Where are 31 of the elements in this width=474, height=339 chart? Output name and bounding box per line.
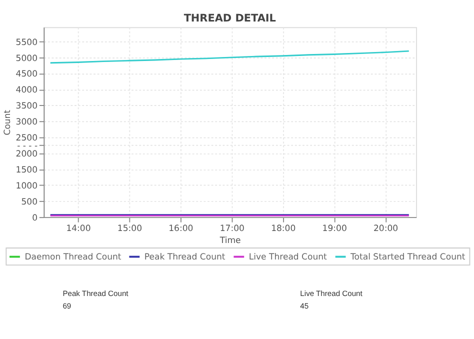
- y-tick-label: 500: [21, 197, 38, 208]
- legend-label: Daemon Thread Count: [24, 252, 122, 263]
- line-series: [50, 50, 410, 64]
- y-tick-label: 2000: [16, 150, 38, 160]
- text: Peak Thread Count: [62, 288, 130, 298]
- x-tick-label: 15:00: [117, 224, 142, 234]
- y-tick-label: 1500: [16, 166, 38, 176]
- y-tick-label: 5500: [16, 38, 38, 48]
- legend-label: Live Thread Count: [248, 252, 328, 263]
- y-axis-title: Count: [3, 109, 14, 136]
- chart-title: THREAD DETAIL: [184, 12, 276, 24]
- y-tick-label: 2500: [16, 134, 38, 144]
- y-tick-label: 3000: [16, 118, 38, 128]
- y-tick-label: 4500: [16, 70, 38, 80]
- x-tick-label: 16:00: [168, 224, 194, 234]
- legend-label: Total Started Thread Count: [350, 252, 466, 263]
- x-tick-label: 17:00: [220, 224, 244, 234]
- y-tick-label: 1000: [16, 181, 38, 192]
- text: 45: [300, 301, 309, 310]
- text: Live Thread Count: [300, 288, 364, 298]
- x-axis-title: Time: [218, 236, 241, 246]
- y-tick-label: 3500: [16, 102, 38, 112]
- y-tick-label: 0: [32, 213, 38, 224]
- x-tick-label: 20:00: [374, 224, 398, 234]
- y-tick-label: 5000: [16, 54, 38, 64]
- x-tick-label: 18:00: [271, 224, 296, 234]
- y-tick-label: 4000: [16, 86, 38, 96]
- text: 69: [62, 301, 72, 310]
- x-tick-label: 14:00: [66, 224, 91, 234]
- legend-label: Peak Thread Count: [144, 252, 226, 263]
- x-tick-label: 19:00: [322, 224, 347, 234]
